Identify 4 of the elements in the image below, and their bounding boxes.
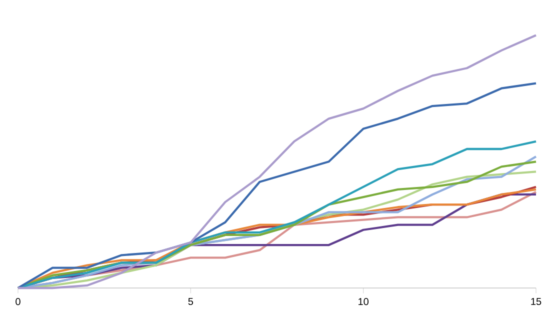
x-tick-label: 15	[531, 298, 542, 306]
x-tick-label: 0	[16, 298, 20, 306]
x-tick-label: 10	[358, 298, 369, 306]
x-tick-label: 5	[188, 298, 194, 306]
